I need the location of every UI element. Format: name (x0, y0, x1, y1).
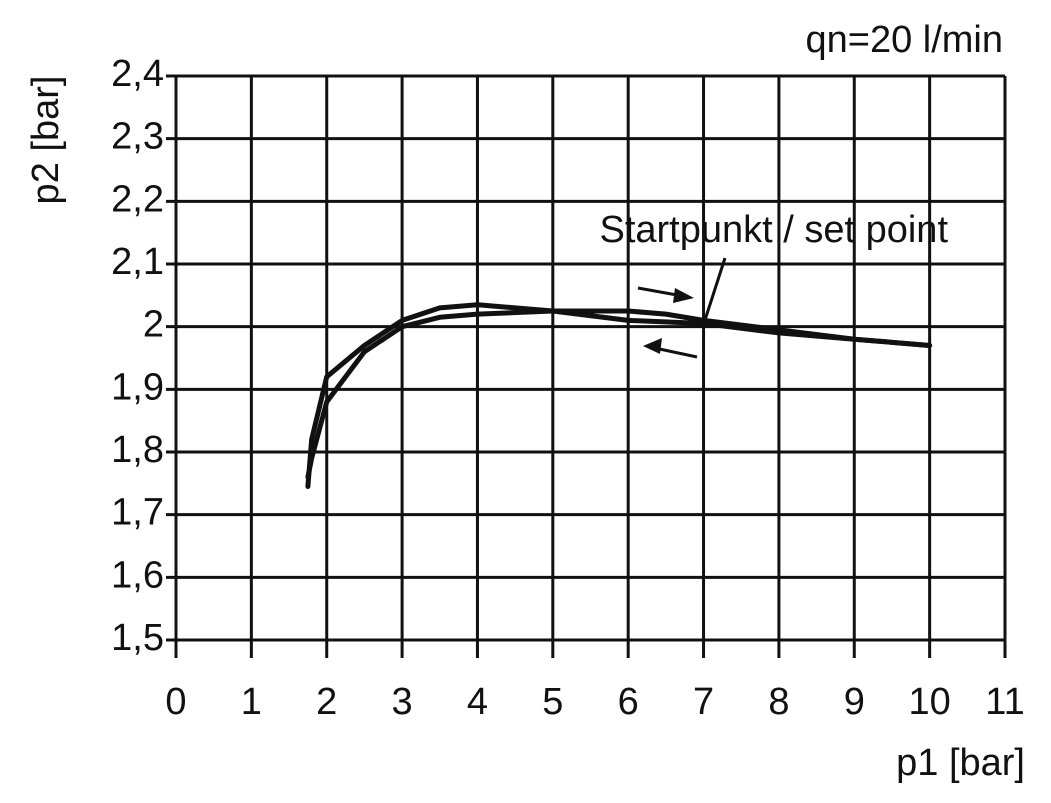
y-tick-label: 2,4 (111, 53, 164, 95)
set-point-label: Startpunkt / set point (599, 209, 948, 251)
x-tick-label: 9 (844, 681, 865, 723)
y-tick-label: 2 (143, 304, 164, 346)
y-tick-label: 1,7 (111, 492, 164, 534)
data-line (305, 302, 933, 489)
x-tick-label: 7 (693, 681, 714, 723)
x-tick-label: 11 (985, 681, 1024, 723)
x-axis-label: p1 [bar] (896, 742, 1025, 784)
y-axis-label: p2 [bar] (25, 76, 67, 205)
arrow-up (637, 286, 694, 303)
x-tick-label: 6 (618, 681, 639, 723)
y-tick-label: 2,2 (111, 178, 164, 220)
x-tick-label: 1 (241, 681, 262, 723)
data-line (305, 308, 933, 480)
x-tick-label: 10 (908, 681, 950, 723)
arrow-down (643, 338, 698, 359)
y-tick-label: 1,9 (111, 366, 164, 408)
x-tick-label: 0 (165, 681, 186, 723)
annotation: qn=20 l/min (805, 19, 1003, 61)
y-tick-label: 2,1 (111, 241, 164, 283)
y-tick-label: 1,5 (111, 617, 164, 659)
x-tick-label: 4 (467, 681, 488, 723)
x-tick-label: 2 (316, 681, 337, 723)
x-tick-label: 8 (768, 681, 789, 723)
pointer-line (703, 257, 727, 321)
y-tick-label: 1,8 (111, 429, 164, 471)
y-tick-label: 2,3 (111, 116, 164, 158)
x-tick-label: 5 (542, 681, 563, 723)
x-tick-label: 3 (392, 681, 413, 723)
y-tick-label: 1,6 (111, 554, 164, 596)
